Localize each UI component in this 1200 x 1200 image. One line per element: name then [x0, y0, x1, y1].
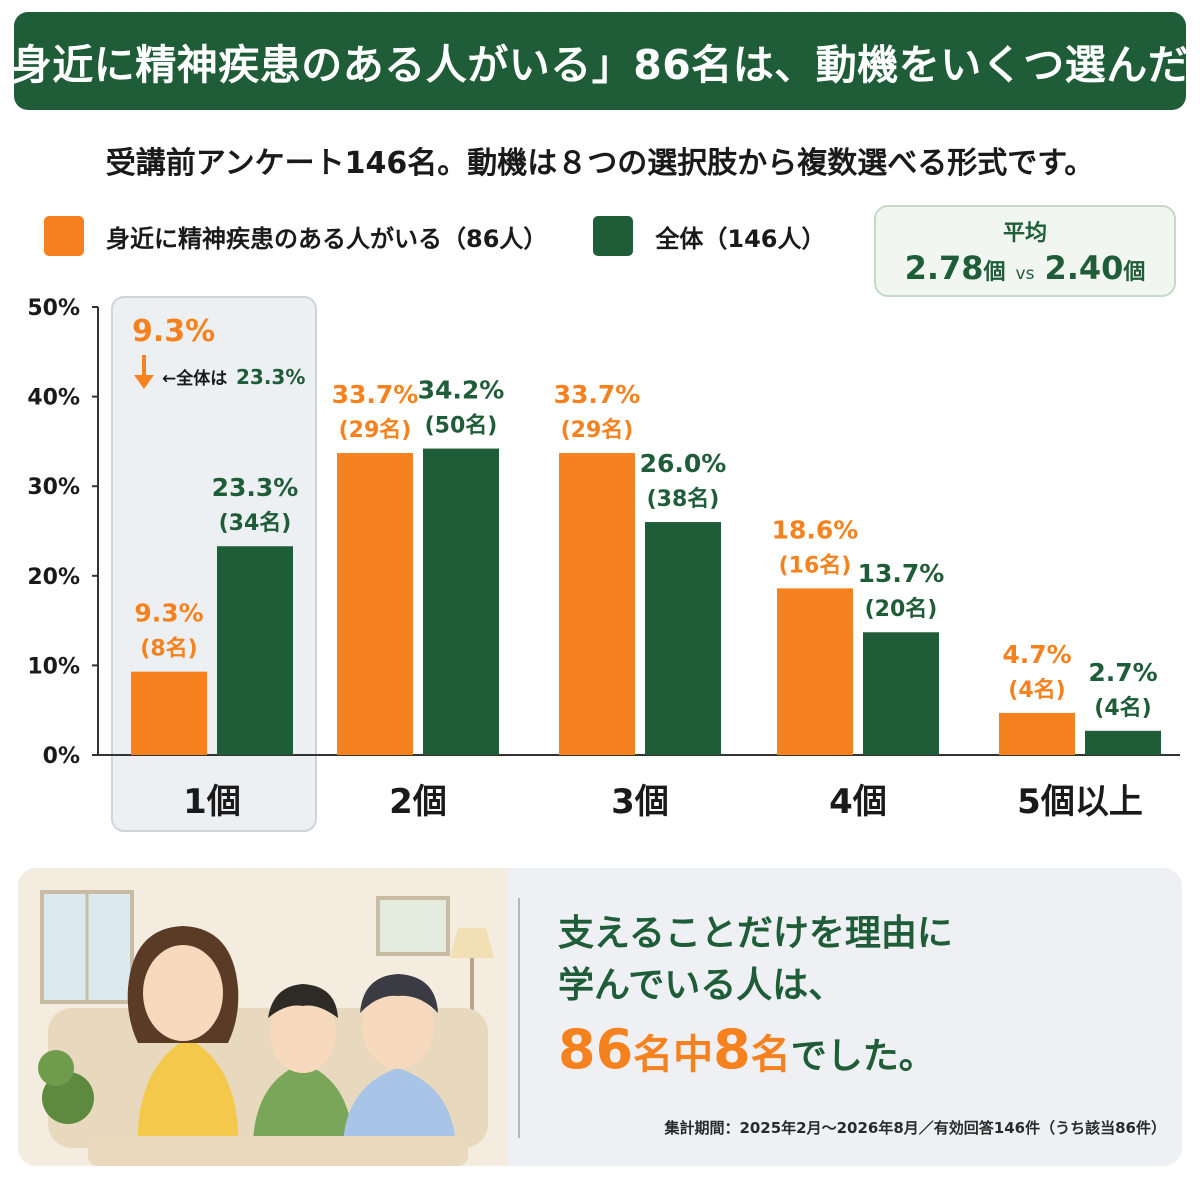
summary-count: 8: [713, 1018, 751, 1081]
data-label-count: (38名): [647, 486, 720, 512]
average-target-unit: 個: [983, 260, 1006, 285]
family-illustration: [18, 868, 508, 1166]
bar-all: [645, 522, 721, 755]
average-values: 2.78個 vs 2.40個: [876, 249, 1174, 287]
bar-target: [131, 671, 207, 755]
y-tick-label: 50%: [27, 296, 80, 321]
summary-unit: 名: [750, 1032, 791, 1078]
data-label-value: 18.6%: [772, 515, 859, 544]
page-subtitle: 受講前アンケート146名。動機は８つの選択肢から複数選べる形式です。: [105, 146, 1095, 181]
bar-target: [559, 453, 635, 755]
bar-target: [999, 712, 1075, 755]
data-label-count: (8名): [140, 636, 197, 662]
summary-line-2: 学んでいる人は、: [558, 965, 845, 1006]
legend-swatch-orange: [44, 216, 84, 256]
y-tick-label: 30%: [27, 475, 80, 500]
legend-item-target: 身近に精神疾患のある人がいる（86人）: [44, 216, 547, 256]
footnote: 集計期間：2025年2月〜2026年8月／有効回答146件（うち該当86件）: [664, 1119, 1166, 1137]
summary-end: でした。: [790, 1036, 935, 1077]
data-label-value: 9.3%: [134, 599, 203, 628]
bar-chart: 0% 10% 20% 30% 40% 50% 9.3% (8名) 23.3% (34名) 1個 33.…: [27, 296, 1180, 832]
summary-panel: 支えることだけを理由に 学んでいる人は、 86名中8名でした。 集計期間：202…: [18, 868, 1182, 1166]
data-label-value: 4.7%: [1002, 640, 1071, 669]
summary-of: 名中: [633, 1032, 714, 1078]
legend-item-all: 全体（146人）: [593, 216, 826, 256]
legend: 身近に精神疾患のある人がいる（86人） 全体（146人）: [44, 216, 872, 256]
legend-swatch-green: [593, 216, 634, 256]
panel-divider: [518, 898, 520, 1138]
summary-line-3: 86名中8名でした。: [558, 1018, 935, 1081]
page-title: 「身近に精神疾患のある人がいる」86名は、動機をいくつ選んだか: [0, 12, 1200, 110]
average-title: 平均: [1002, 221, 1047, 246]
data-label-value: 34.2%: [418, 376, 505, 405]
x-tick-label: 2個: [389, 782, 447, 822]
callout-value: 9.3%: [132, 314, 215, 349]
data-label-value: 2.7%: [1088, 658, 1157, 687]
x-tick-label: 1個: [183, 782, 241, 822]
callout-note: ←全体は: [162, 368, 227, 389]
legend-label-target: 身近に精神疾患のある人がいる（86人）: [106, 224, 548, 253]
data-label-count: (20名): [865, 596, 938, 622]
legend-label-all: 全体（146人）: [655, 224, 826, 253]
callout-arrow-head: [134, 375, 154, 389]
bar-all: [1085, 730, 1161, 755]
data-label-count: (16名): [779, 552, 852, 578]
bar-target: [337, 453, 413, 755]
data-label-value: 23.3%: [212, 473, 299, 502]
average-all: 2.40: [1044, 249, 1124, 287]
bar-all: [863, 632, 939, 755]
x-tick-label: 3個: [611, 782, 669, 822]
x-tick-label: 4個: [829, 782, 887, 822]
data-label-value: 33.7%: [332, 380, 419, 409]
callout-note-value: 23.3%: [236, 365, 305, 389]
average-box: 平均 2.78個 vs 2.40個: [874, 205, 1176, 297]
data-label-count: (34名): [219, 510, 292, 536]
y-tick-label: 40%: [27, 386, 80, 411]
average-vs: vs: [1015, 264, 1035, 284]
data-label-value: 13.7%: [858, 559, 945, 588]
average-target: 2.78: [904, 249, 984, 287]
data-label-value: 26.0%: [640, 449, 727, 478]
y-tick-label: 20%: [27, 565, 80, 590]
x-tick-label: 5個以上: [1017, 782, 1143, 822]
data-label-count: (4名): [1008, 677, 1065, 703]
average-all-unit: 個: [1123, 260, 1146, 285]
summary-total: 86: [558, 1018, 634, 1081]
bar-all: [423, 448, 499, 755]
summary-line-1: 支えることだけを理由に: [558, 913, 953, 954]
y-tick-label: 0%: [43, 744, 80, 769]
data-label-value: 33.7%: [554, 380, 641, 409]
data-label-count: (29名): [339, 417, 412, 443]
bar-all: [217, 546, 293, 755]
bar-target: [777, 588, 853, 755]
data-label-count: (50名): [425, 413, 498, 439]
y-tick-label: 10%: [27, 654, 80, 679]
data-label-count: (4名): [1094, 695, 1151, 721]
data-label-count: (29名): [561, 417, 634, 443]
